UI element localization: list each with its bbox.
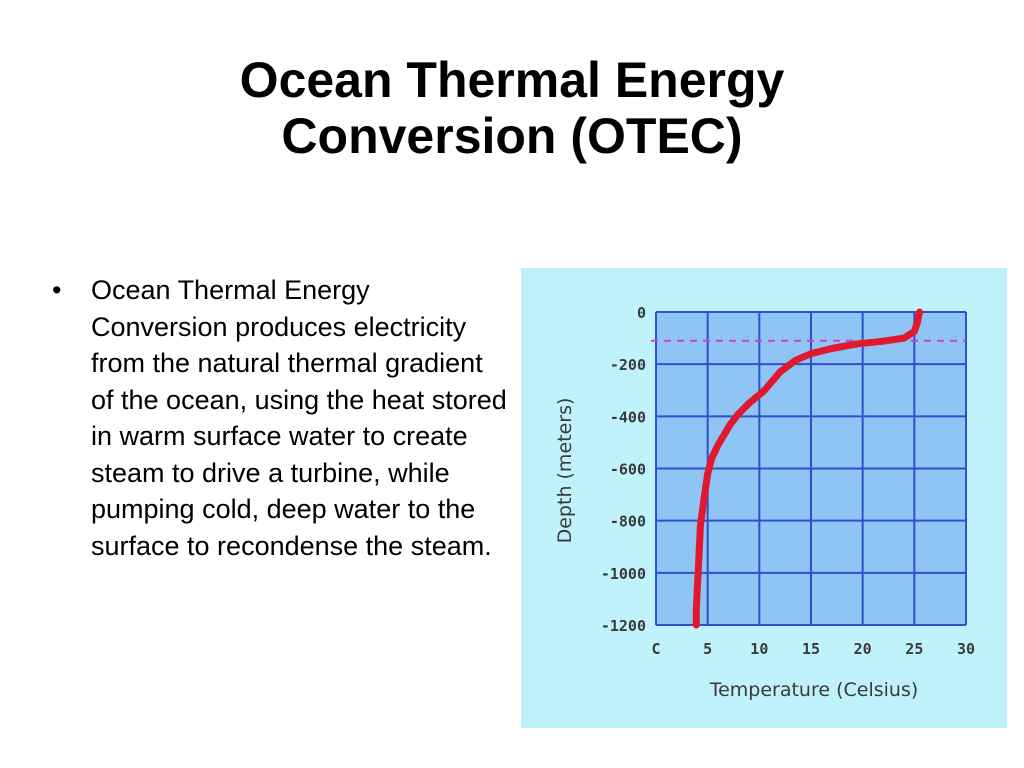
- y-tick-label: -200: [610, 356, 646, 374]
- y-tick-label: 0: [637, 304, 646, 322]
- temperature-profile-line: [692, 308, 923, 629]
- x-axis-label: Temperature (Celsius): [709, 679, 919, 701]
- x-tick-label: 5: [703, 640, 712, 658]
- x-tick-label: C: [651, 640, 660, 658]
- x-tick-label: 15: [802, 640, 820, 658]
- x-tick-label: 20: [854, 640, 872, 658]
- slide-title: Ocean Thermal Energy Conversion (OTEC): [0, 52, 1024, 164]
- bullet-dot: •: [52, 275, 62, 305]
- slide-title-line1: Ocean Thermal Energy: [239, 52, 785, 108]
- temperature-depth-chart: 0 -200 -400 -600 -800 -1000 -1200 C 5 10 15 20 25 30 T…: [521, 268, 1007, 728]
- x-tick-label: 10: [750, 640, 768, 658]
- y-axis-label: Depth (meters): [554, 398, 576, 544]
- y-tick-label: -1200: [601, 617, 646, 635]
- slide-title-line2: Conversion (OTEC): [281, 108, 743, 164]
- y-tick-label: -800: [610, 513, 646, 531]
- y-tick-label: -600: [610, 461, 646, 479]
- bullet-text: Ocean Thermal Energy Conversion produces…: [91, 275, 507, 561]
- chart-svg: 0 -200 -400 -600 -800 -1000 -1200 C 5 10 15 20 25 30 T…: [521, 268, 1007, 728]
- x-tick-label: 25: [905, 640, 923, 658]
- y-tick-label: -400: [610, 408, 646, 426]
- x-tick-label: 30: [957, 640, 975, 658]
- y-tick-label: -1000: [601, 565, 646, 583]
